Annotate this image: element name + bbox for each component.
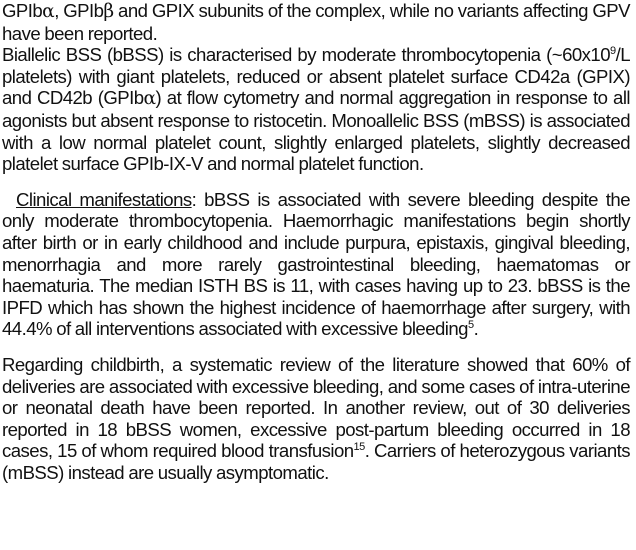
text-segment: GPIb [2, 0, 43, 21]
text-segment: : bBSS is associated with severe bleedin… [2, 188, 631, 340]
paragraph-clinical-manifestations: Clinical manifestations: bBSS is associa… [2, 188, 631, 340]
text-segment: /L platelets) with giant platelets, redu… [2, 44, 631, 109]
text-segment: Regarding childbirth, a systematic revie… [2, 353, 631, 462]
reference-superscript: 5 [467, 319, 474, 332]
text-segment: . Carriers of heterozygous variants (mBS… [2, 440, 631, 483]
greek-alpha: α [143, 88, 157, 110]
text-segment: ) at flow cytometry and normal aggregati… [2, 87, 631, 175]
superscript-exponent: 9 [610, 45, 616, 57]
greek-alpha: α [42, 1, 55, 22]
reference-superscript: 15 [353, 441, 366, 454]
text-segment: , GPIb [54, 0, 104, 21]
paragraph-gpib-subunits: GPIbα, GPIbβ and GPIX subunits of the co… [2, 0, 631, 44]
document-page: GPIbα, GPIbβ and GPIX subunits of the co… [2, 0, 631, 484]
paragraph-biallelic-bss: Biallelic BSS (bBSS) is characterised by… [2, 44, 631, 175]
text-segment: and GPIX subunits of the complex, while … [2, 0, 631, 44]
section-heading-clinical-manifestations: Clinical manifestations [16, 188, 192, 210]
text-segment: Biallelic BSS (bBSS) is characterised by… [2, 44, 611, 66]
paragraph-childbirth: Regarding childbirth, a systematic revie… [2, 353, 631, 484]
text-segment: . [473, 318, 479, 340]
greek-beta: β [103, 1, 114, 22]
